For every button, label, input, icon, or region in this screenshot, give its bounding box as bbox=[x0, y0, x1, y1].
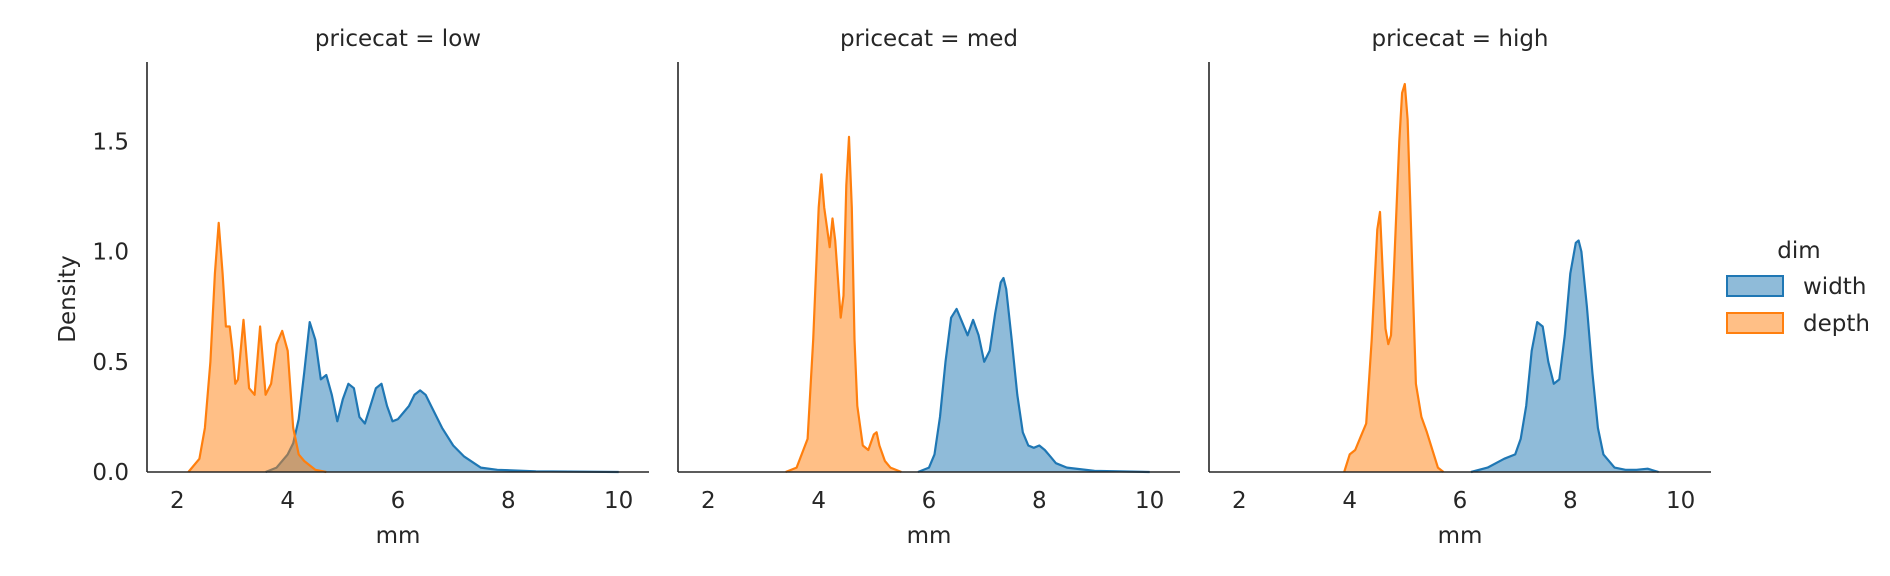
density-line-width bbox=[265, 321, 619, 474]
x-tick-label: 8 bbox=[1563, 488, 1578, 514]
legend-label: depth bbox=[1803, 311, 1870, 337]
x-tick-label: 6 bbox=[1453, 488, 1468, 514]
legend-item-width: width bbox=[1726, 274, 1866, 300]
density-line-depth bbox=[187, 221, 327, 474]
density-line-width bbox=[917, 276, 1150, 474]
x-tick-label: 6 bbox=[922, 488, 937, 514]
facet-2: pricecat = med 2 4 6 8 10 mm bbox=[677, 26, 1180, 549]
density-line-depth bbox=[785, 135, 902, 474]
density-line-depth bbox=[1343, 82, 1445, 473]
x-tick-label: 8 bbox=[501, 488, 516, 514]
x-axis-title: mm bbox=[1438, 523, 1483, 549]
x-tick-label: 10 bbox=[1135, 488, 1164, 514]
y-tick-label: 0.0 bbox=[92, 460, 129, 486]
y-axis-title: Density bbox=[55, 255, 81, 342]
x-axis-title: mm bbox=[376, 523, 421, 549]
x-tick-label: 2 bbox=[1232, 488, 1247, 514]
legend-title: dim bbox=[1777, 238, 1820, 264]
legend-item-depth: depth bbox=[1726, 311, 1870, 337]
x-tick-label: 6 bbox=[391, 488, 406, 514]
x-tick-label: 8 bbox=[1032, 488, 1047, 514]
density-area-width bbox=[265, 322, 619, 472]
facet-3: pricecat = high 2 4 6 8 10 mm bbox=[1208, 26, 1711, 549]
y-tick-label: 1.0 bbox=[92, 240, 129, 266]
x-tick-label: 4 bbox=[1342, 488, 1357, 514]
legend-swatch bbox=[1726, 312, 1784, 334]
facet-title: pricecat = low bbox=[315, 26, 481, 52]
facet-title: pricecat = high bbox=[1371, 26, 1548, 52]
x-tick-label: 10 bbox=[604, 488, 633, 514]
x-tick-label: 2 bbox=[170, 488, 185, 514]
density-area-depth bbox=[785, 136, 902, 472]
facet-1: pricecat = low 2 4 6 8 10 mm 0.0 0.5 1.0 1.5 bbox=[92, 26, 649, 549]
legend: dim width depth bbox=[1726, 238, 1870, 337]
density-area-width bbox=[1471, 240, 1659, 472]
x-axis-title: mm bbox=[907, 523, 952, 549]
x-tick-label: 10 bbox=[1666, 488, 1695, 514]
x-tick-label: 4 bbox=[280, 488, 295, 514]
density-line-width bbox=[1470, 239, 1659, 474]
x-tick-label: 4 bbox=[811, 488, 826, 514]
legend-swatch bbox=[1726, 275, 1784, 297]
density-area-width bbox=[918, 278, 1150, 472]
legend-label: width bbox=[1803, 274, 1866, 300]
x-tick-label: 2 bbox=[701, 488, 716, 514]
y-tick-label: 0.5 bbox=[92, 350, 129, 376]
y-tick-label: 1.5 bbox=[92, 129, 129, 155]
facet-title: pricecat = med bbox=[840, 26, 1018, 52]
